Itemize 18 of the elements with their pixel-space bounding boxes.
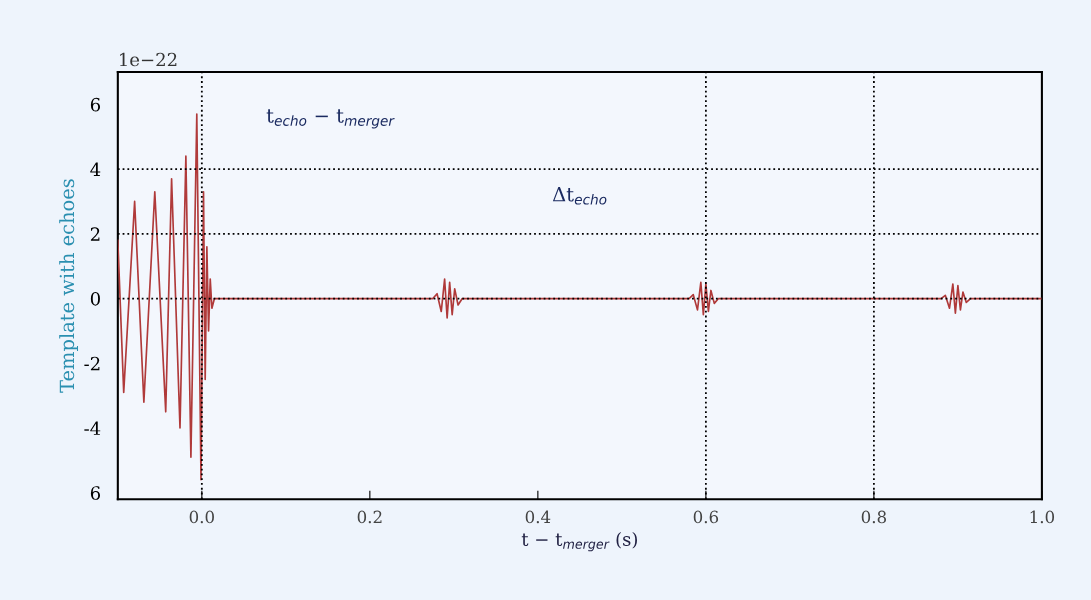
y-tick-label: 0 <box>90 292 100 306</box>
annotation: t$_{echo}$ − t$_{merger}$ <box>266 109 395 129</box>
y-axis-title: Template with echoes <box>59 179 79 393</box>
text: 1e−22 <box>120 52 177 67</box>
y-tick-label: 2 <box>90 227 100 241</box>
x-tick-label: 0.4 <box>525 510 551 524</box>
y-tick-label: 4 <box>90 162 101 176</box>
x-tick-label: 0.2 <box>357 510 382 524</box>
y-tick-label: -4 <box>84 421 101 435</box>
x-tick-label: 0.8 <box>861 510 887 524</box>
x-tick-label: 0.0 <box>189 510 214 524</box>
annotation: Δt$_{echo}$ <box>552 187 607 205</box>
y-tick-label: 6 <box>90 97 101 112</box>
y-tick-label: -2 <box>84 356 100 371</box>
x-axis-title: t − t$_{merger}$ (s) <box>521 532 638 552</box>
x-tick-label: 1.0 <box>1030 510 1055 524</box>
y-tick-label: 6 <box>90 486 101 500</box>
x-tick-label: 0.6 <box>693 510 719 524</box>
